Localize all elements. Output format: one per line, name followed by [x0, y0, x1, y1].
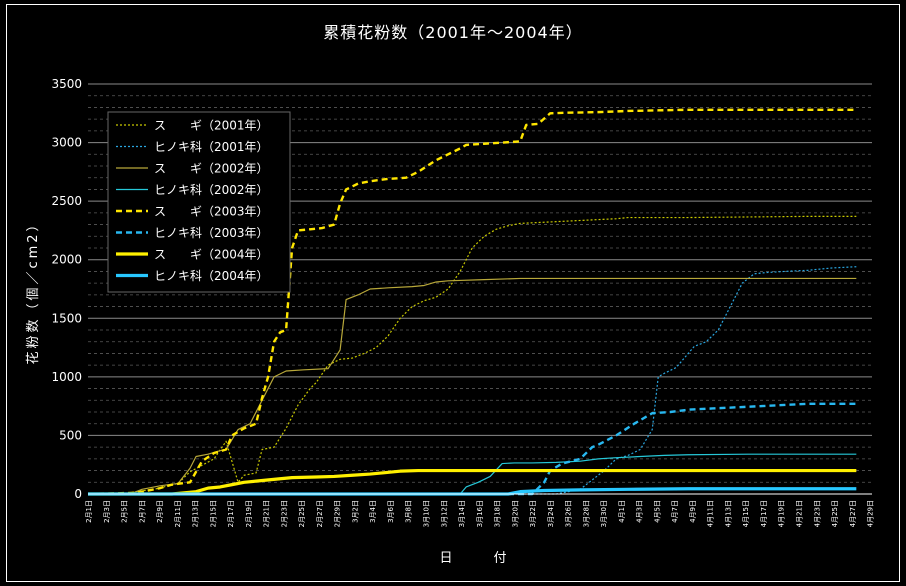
grid-lines [88, 83, 872, 495]
x-tick-label: 3月10日 [422, 500, 430, 527]
series-line-4 [88, 453, 857, 495]
x-tick-label: 2月9日 [156, 500, 164, 523]
series-line-6 [88, 402, 857, 496]
x-tick-label: 3月18日 [494, 500, 502, 527]
x-tick-label: 4月17日 [760, 500, 768, 527]
x-tick-label: 3月12日 [440, 500, 448, 527]
legend-label: ヒノキ科（2002年） [154, 183, 269, 197]
x-tick-label: 3月22日 [529, 500, 537, 527]
x-tick-label: 2月5日 [121, 500, 129, 523]
x-tick-label: 3月30日 [600, 500, 608, 527]
x-tick-label: 2月3日 [103, 500, 111, 523]
x-tick-label: 2月1日 [85, 500, 93, 523]
legend-label: ス ギ（2004年） [154, 248, 269, 262]
y-tick-label: 500 [59, 428, 82, 442]
x-tick-label: 2月13日 [192, 500, 200, 527]
y-tick-label: 3500 [51, 77, 82, 91]
x-tick-label: 3月14日 [458, 500, 466, 527]
series-line-1 [88, 215, 857, 495]
x-tick-label: 3月6日 [387, 500, 395, 523]
x-tick-label: 4月7日 [671, 500, 679, 523]
y-tick-label: 3000 [51, 136, 82, 150]
x-tick-label: 2月21日 [263, 500, 271, 527]
x-tick-label: 4月9日 [689, 500, 697, 523]
x-tick-label: 4月11日 [707, 500, 715, 527]
x-tick-label: 2月17日 [227, 500, 235, 527]
series-line-2 [88, 266, 857, 495]
y-tick-label: 1500 [51, 311, 82, 325]
x-tick-label: 2月29日 [334, 500, 342, 527]
x-tick-label: 4月3日 [636, 500, 644, 523]
legend-label: ス ギ（2003年） [154, 205, 269, 219]
x-tick-label: 2月23日 [280, 500, 288, 527]
legend-box [107, 111, 291, 293]
x-tick-label: 4月27日 [849, 500, 857, 527]
x-tick-label: 4月25日 [831, 500, 839, 527]
x-tick-label: 4月21日 [796, 500, 804, 527]
y-tick-label: 2500 [51, 194, 82, 208]
x-tick-label: 3月16日 [476, 500, 484, 527]
x-tick-label: 2月27日 [316, 500, 324, 527]
x-tick-label: 3月8日 [405, 500, 413, 523]
y-axis-ticks: 0 500 1000 1500 2000 2500 3000 3500 [51, 77, 82, 501]
x-tick-label: 3月20日 [511, 500, 519, 527]
series-line-5 [87, 108, 857, 496]
x-tick-label: 4月5日 [653, 500, 661, 523]
x-tick-label: 3月26日 [565, 500, 573, 527]
legend-label: ス ギ（2001年） [154, 119, 269, 133]
x-tick-label: 4月19日 [778, 500, 786, 527]
chart-title: 累積花粉数（2001年～2004年） [323, 23, 582, 42]
x-tick-label: 3月4日 [369, 500, 377, 523]
x-tick-label: 2月15日 [209, 500, 217, 527]
y-axis-label: 花粉数（個／cm2） [25, 215, 41, 364]
series-line-3 [88, 277, 857, 495]
x-tick-label: 2月11日 [174, 500, 182, 527]
legend-label: ス ギ（2002年） [154, 162, 269, 176]
legend-label: ヒノキ科（2003年） [154, 226, 269, 240]
chart-border [6, 4, 900, 582]
legend-label: ヒノキ科（2001年） [154, 140, 269, 154]
y-tick-label: 1000 [51, 370, 82, 384]
x-tick-label: 2月19日 [245, 500, 253, 527]
y-tick-label: 0 [74, 487, 82, 501]
x-tick-label: 2月25日 [298, 500, 306, 527]
series-line-7 [88, 468, 857, 496]
x-tick-label: 4月23日 [813, 500, 821, 527]
x-tick-label: 3月28日 [582, 500, 590, 527]
legend-label: ヒノキ科（2004年） [154, 269, 269, 283]
legend: ス ギ（2001年） ヒノキ科（2001年） ス ギ（2002年） ヒノキ科（2002… [107, 111, 291, 293]
x-tick-label: 4月15日 [742, 500, 750, 527]
x-tick-label: 3月24日 [547, 500, 555, 527]
x-tick-label: 4月1日 [618, 500, 626, 523]
x-axis-label: 日 付 [439, 551, 520, 566]
x-tick-label: 2月7日 [138, 500, 146, 523]
x-tick-label: 4月13日 [724, 500, 732, 527]
x-axis-ticks: 2月1日 2月3日 2月5日 2月7日 2月9日 2月11日 2月13日 2月15日 2月17日… [85, 500, 875, 527]
y-tick-label: 2000 [51, 253, 82, 267]
x-tick-label: 3月2日 [351, 500, 359, 523]
x-tick-label: 4月29日 [867, 500, 875, 527]
